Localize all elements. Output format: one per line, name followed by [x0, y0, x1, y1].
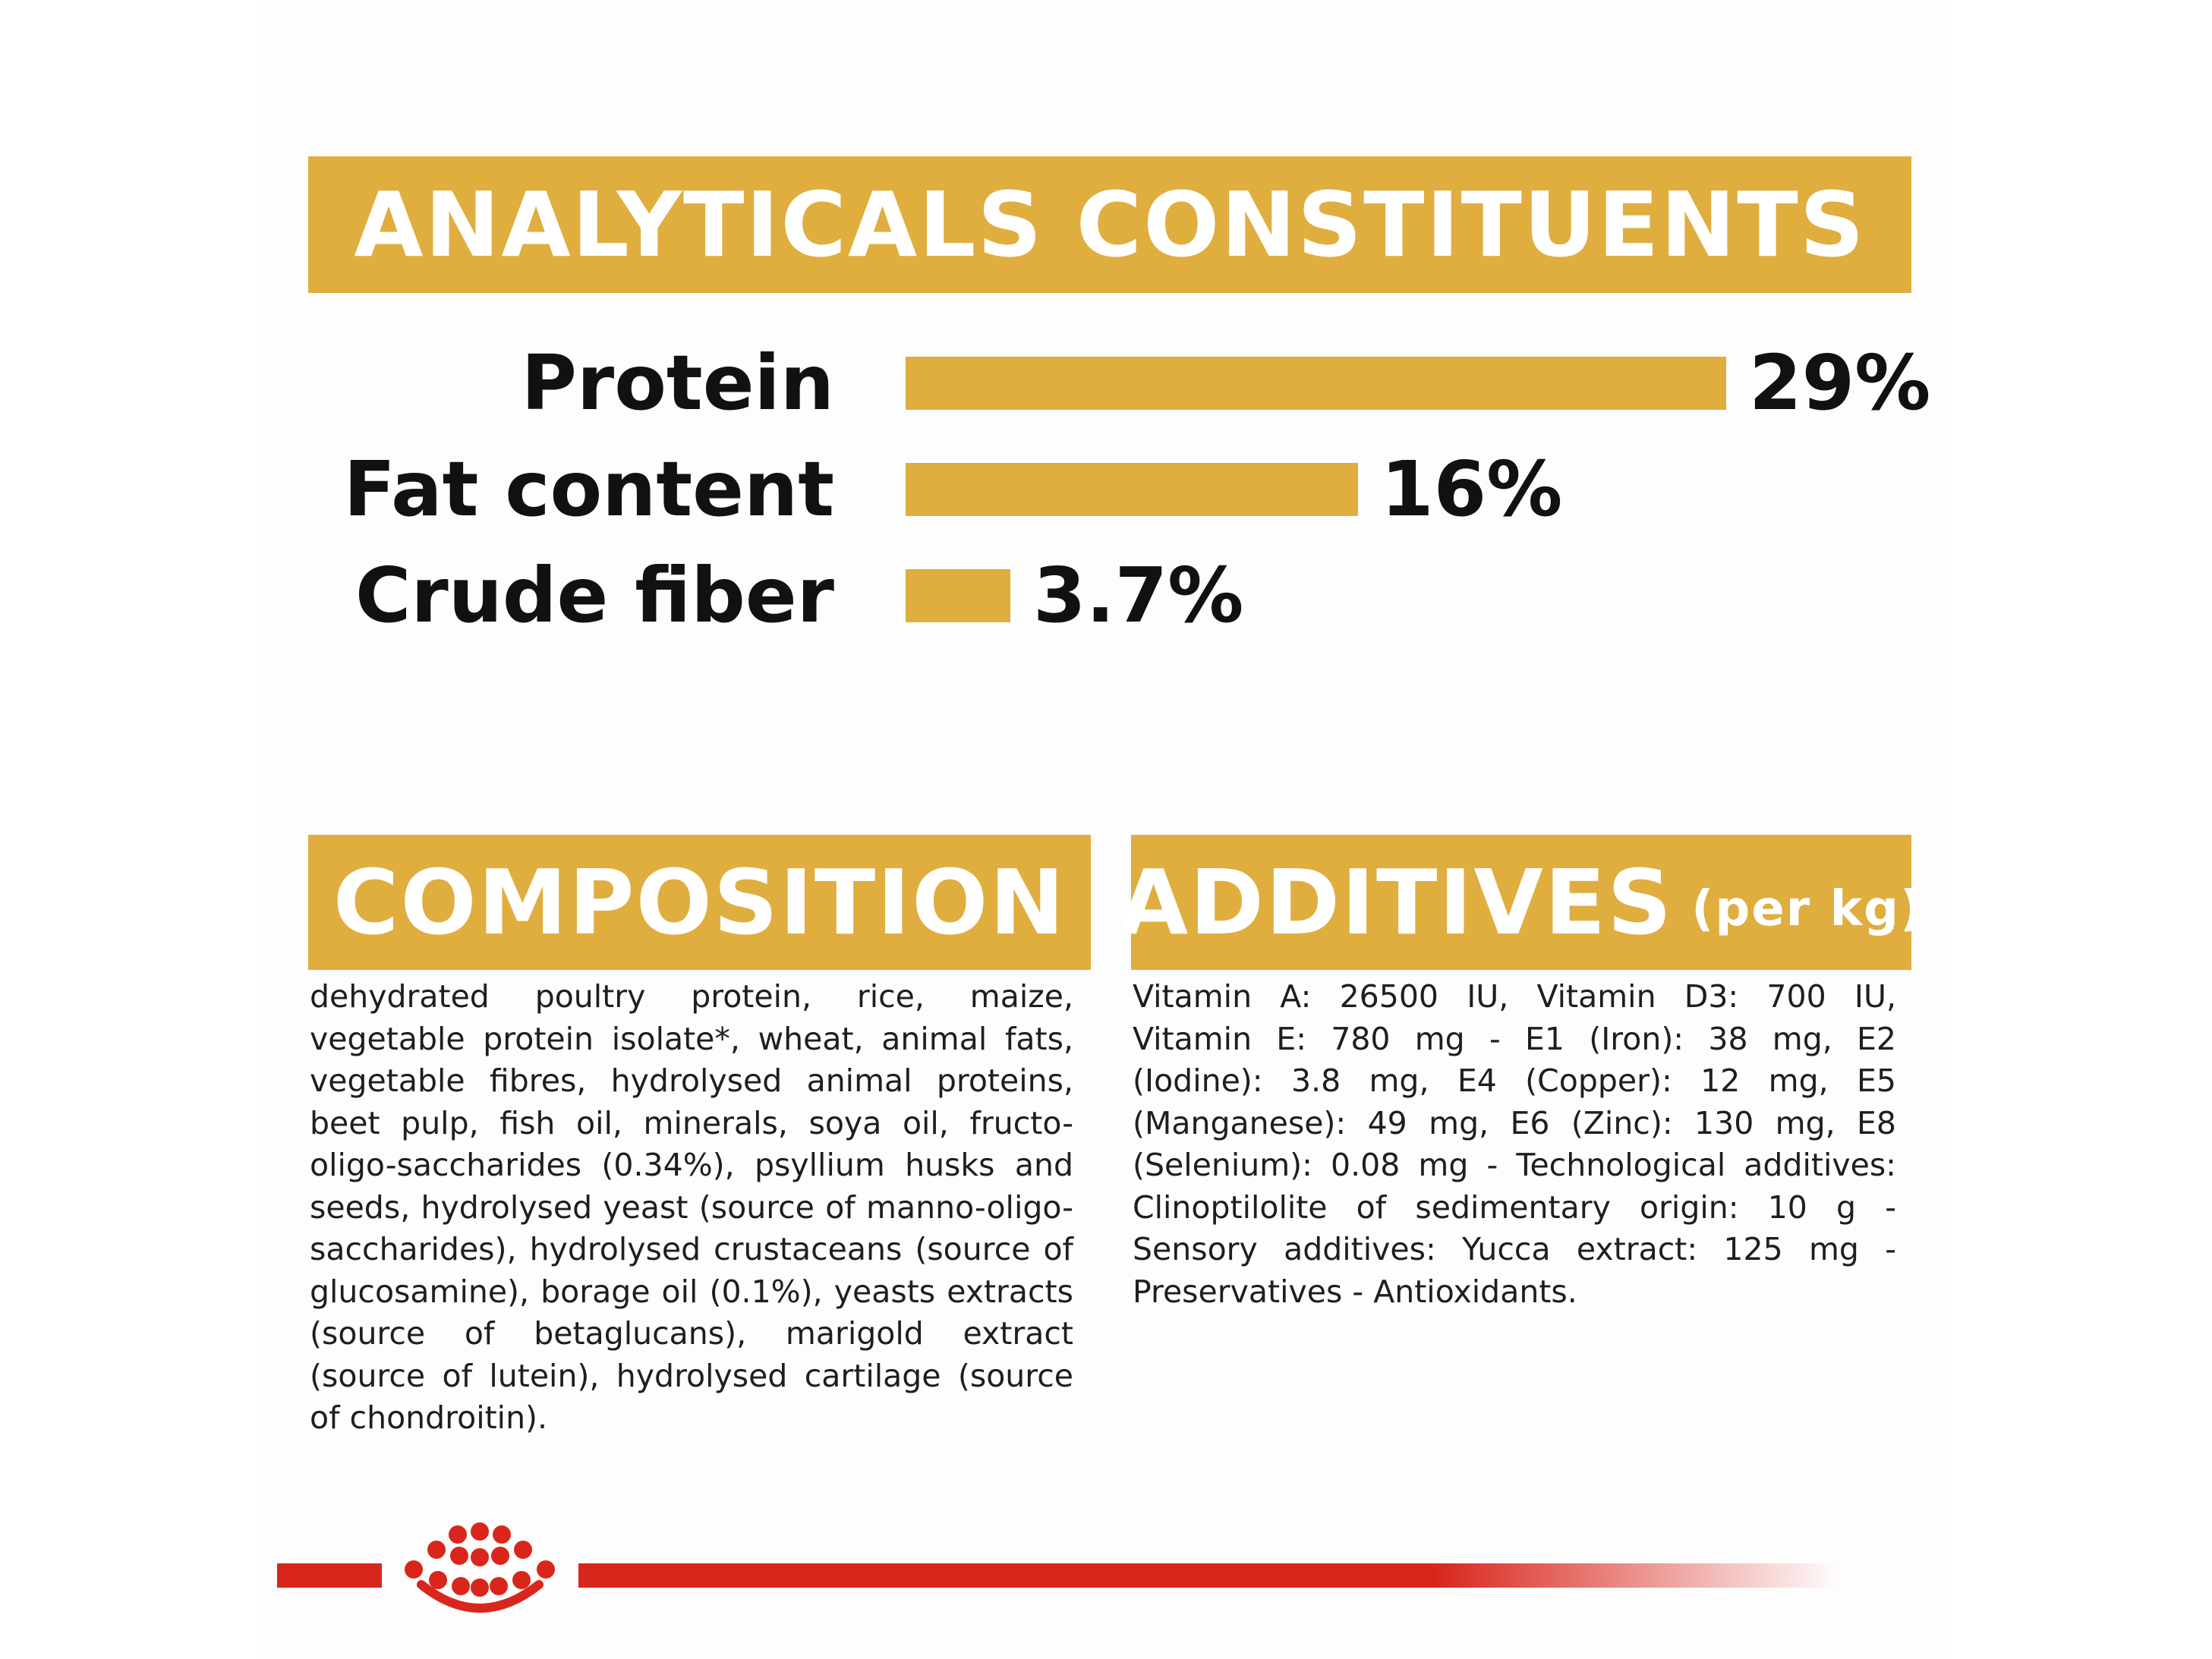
additives-banner: ADDITIVES (per kg) — [1119, 835, 1922, 970]
bar — [906, 357, 1726, 410]
bar-value-label: 16% — [1381, 445, 1563, 534]
footer-rule-left — [277, 1563, 382, 1588]
footer-rule-right — [578, 1563, 1839, 1588]
composition-text: dehydrated poultry protein, rice, maize,… — [310, 978, 1073, 1436]
bar-label: Crude fiber — [355, 551, 834, 640]
analytical-constituents-banner: ANALYTICALS CONSTITUENTS — [308, 156, 1911, 293]
crown-icon — [405, 1522, 555, 1613]
bar — [906, 463, 1358, 516]
bar — [906, 569, 1010, 622]
composition-title: COMPOSITION — [332, 850, 1067, 955]
additives-title-suffix: (per kg) — [1691, 881, 1924, 937]
bar-label: Protein — [521, 338, 834, 427]
additives-text: Vitamin A: 26500 IU, Vitamin D3: 700 IU,… — [1133, 978, 1896, 1310]
additives-title: ADDITIVES — [1118, 850, 1674, 955]
analytical-constituents-title: ANALYTICALS CONSTITUENTS — [354, 172, 1866, 277]
bar-value-label: 3.7% — [1033, 551, 1244, 640]
bar-label: Fat content — [343, 445, 834, 534]
bar-value-label: 29% — [1749, 338, 1931, 427]
composition-banner: COMPOSITION — [308, 835, 1091, 970]
